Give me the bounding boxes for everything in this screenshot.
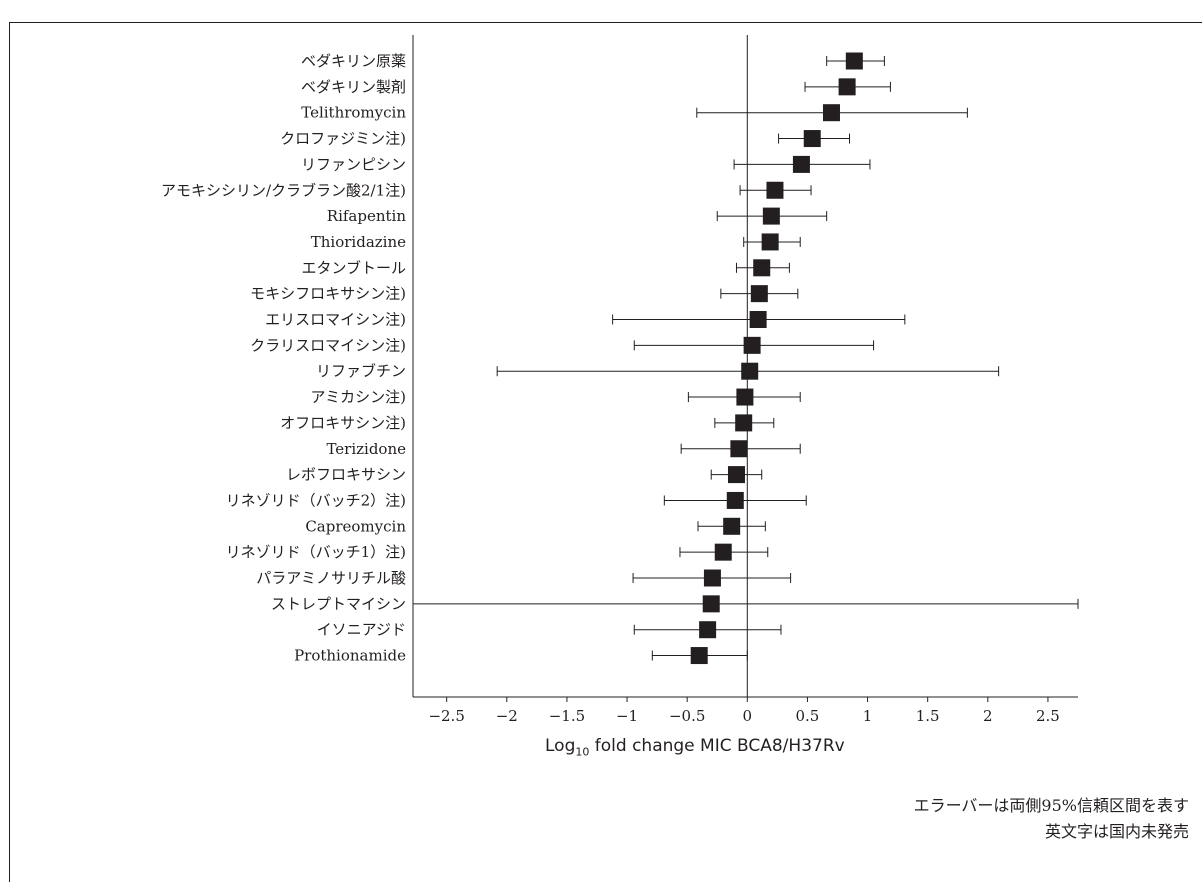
figure-frame	[9, 22, 1202, 882]
point-estimate-marker	[750, 285, 768, 303]
x-tick-label: 1	[863, 707, 873, 725]
x-tick-label: −1.5	[549, 707, 585, 725]
point-estimate-marker	[690, 647, 708, 665]
point-estimate-marker	[792, 155, 810, 173]
point-estimate-marker	[735, 414, 753, 432]
note-error-bar: エラーバーは両側95%信頼区間を表す	[913, 796, 1189, 815]
y-category-label: モキシフロキサシン注)	[250, 285, 406, 303]
y-category-label: オフロキサシン注)	[280, 414, 406, 432]
y-category-label: Terizidone	[326, 440, 406, 458]
y-category-label: エタンブトール	[301, 259, 406, 277]
forest-plot: −2.5 −2 −1.5 −1 −0.5 0 0.5 1 1.5 2 2.5 ベダキリン原薬ベダキリン…	[161, 35, 1079, 725]
point-estimate-marker	[762, 207, 780, 225]
y-category-label: Prothionamide	[294, 647, 406, 665]
point-estimate-marker	[730, 440, 748, 458]
point-estimate-marker	[736, 388, 754, 406]
y-category-label: Telithromycin	[301, 104, 406, 122]
y-category-label: クラリスロマイシン注)	[250, 336, 406, 354]
x-tick-label: −2	[496, 707, 518, 725]
x-tick-label: −0.5	[669, 707, 705, 725]
x-tick-label: 2	[983, 707, 993, 725]
y-category-label: リネゾリド（バッチ2）注)	[226, 491, 406, 509]
x-axis-label: Log10 fold change MIC BCA8/H37Rv	[545, 736, 845, 759]
x-tick-label: 0.5	[796, 707, 820, 725]
point-estimate-marker	[753, 259, 771, 277]
point-estimate-marker	[703, 569, 721, 587]
y-category-label: ベダキリン原薬	[301, 52, 406, 70]
y-category-label: ベダキリン製剤	[301, 78, 406, 96]
point-estimate-marker	[845, 52, 863, 70]
point-estimate-marker	[766, 181, 784, 199]
point-estimate-marker	[714, 543, 732, 561]
x-tick-label: 2.5	[1036, 707, 1060, 725]
y-category-label: クロファジミン注)	[280, 130, 406, 148]
point-estimate-marker	[838, 78, 856, 96]
x-tick-label: 0	[743, 707, 753, 725]
y-category-label: レボフロキサシン	[286, 466, 406, 484]
y-category-label: リファブチン	[316, 362, 406, 380]
point-estimate-marker	[723, 517, 741, 535]
point-estimate-marker	[699, 621, 717, 639]
y-category-label: Capreomycin	[305, 517, 406, 535]
x-tick-label: −2.5	[428, 707, 464, 725]
x-tick-label: −1	[616, 707, 638, 725]
note-unlaunched: 英文字は国内未発売	[1044, 822, 1189, 841]
point-estimate-marker	[822, 104, 840, 122]
y-category-label: ストレプトマイシン	[271, 595, 406, 613]
y-category-label: パラアミノサリチル酸	[256, 569, 406, 587]
y-category-label: アミカシン注)	[310, 388, 406, 406]
point-estimate-marker	[803, 130, 821, 148]
y-category-label: リネゾリド（バッチ1）注)	[226, 543, 406, 561]
y-category-label: アモキシシリン/クラブラン酸2/1注)	[161, 181, 406, 199]
x-tick-label: 1.5	[916, 707, 940, 725]
y-category-label: エリスロマイシン注)	[265, 311, 406, 329]
point-estimate-marker	[761, 233, 779, 251]
point-estimate-marker	[743, 336, 761, 354]
y-category-label: リファンピシン	[301, 155, 406, 173]
point-estimate-marker	[749, 311, 767, 328]
y-category-label: Thioridazine	[311, 233, 406, 251]
y-category-label: イソニアジド	[317, 621, 406, 639]
point-estimate-marker	[727, 466, 745, 484]
point-estimate-marker	[702, 595, 720, 613]
y-category-label: Rifapentin	[327, 207, 407, 225]
point-estimate-marker	[741, 362, 759, 380]
point-estimate-marker	[726, 491, 744, 509]
